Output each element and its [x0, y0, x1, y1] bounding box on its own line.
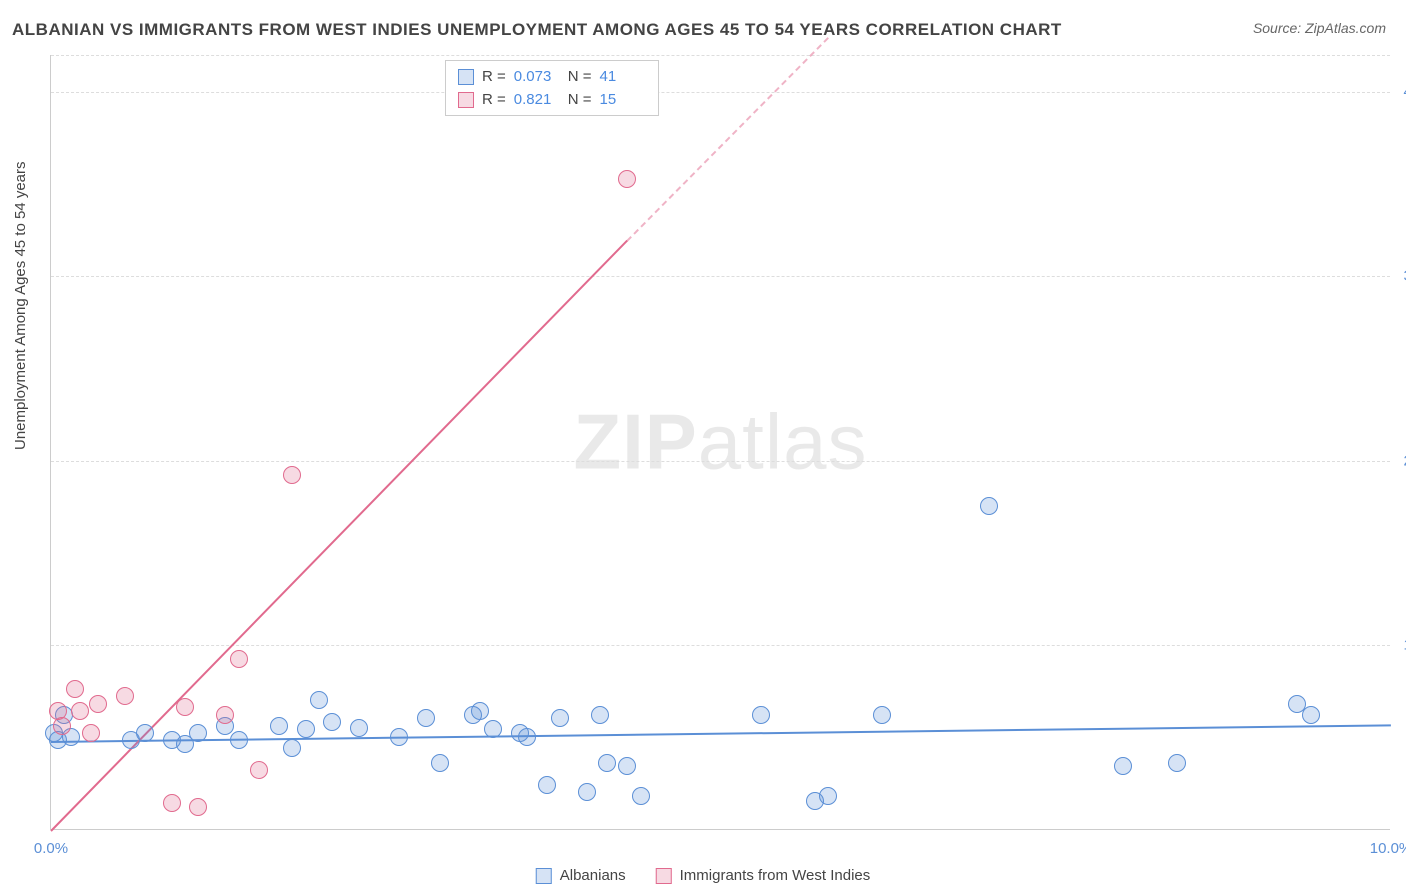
data-point: [1302, 706, 1320, 724]
data-point: [538, 776, 556, 794]
data-point: [270, 717, 288, 735]
data-point: [71, 702, 89, 720]
data-point: [136, 724, 154, 742]
plot-area: ZIPatlas 10.0%20.0%30.0%40.0%0.0%10.0%: [50, 55, 1390, 830]
data-point: [518, 728, 536, 746]
gridline: [51, 461, 1390, 462]
data-point: [189, 724, 207, 742]
gridline: [51, 55, 1390, 56]
data-point: [551, 709, 569, 727]
trend-line: [51, 725, 1391, 744]
data-point: [819, 787, 837, 805]
data-point: [323, 713, 341, 731]
data-point: [350, 719, 368, 737]
y-tick-label: 40.0%: [1396, 83, 1406, 100]
gridline: [51, 92, 1390, 93]
data-point: [53, 717, 71, 735]
data-point: [618, 170, 636, 188]
data-point: [618, 757, 636, 775]
y-tick-label: 30.0%: [1396, 268, 1406, 285]
source-label: Source: ZipAtlas.com: [1253, 20, 1386, 36]
data-point: [116, 687, 134, 705]
legend-swatch: [656, 868, 672, 884]
data-point: [230, 731, 248, 749]
legend-item: Albanians: [536, 867, 626, 884]
data-point: [189, 798, 207, 816]
legend-item: Immigrants from West Indies: [656, 867, 871, 884]
y-tick-label: 20.0%: [1396, 452, 1406, 469]
legend-swatch: [536, 868, 552, 884]
data-point: [283, 739, 301, 757]
data-point: [82, 724, 100, 742]
chart-title: ALBANIAN VS IMMIGRANTS FROM WEST INDIES …: [12, 20, 1062, 40]
legend-swatch: [458, 92, 474, 108]
data-point: [163, 794, 181, 812]
data-point: [752, 706, 770, 724]
data-point: [1114, 757, 1132, 775]
legend-label: Immigrants from West Indies: [680, 867, 871, 884]
correlation-legend: R =0.073N =41R =0.821N =15: [445, 60, 659, 116]
data-point: [873, 706, 891, 724]
gridline: [51, 645, 1390, 646]
data-point: [250, 761, 268, 779]
data-point: [980, 497, 998, 515]
data-point: [578, 783, 596, 801]
correlation-legend-row: R =0.073N =41: [446, 65, 658, 88]
data-point: [297, 720, 315, 738]
gridline: [51, 276, 1390, 277]
data-point: [431, 754, 449, 772]
data-point: [591, 706, 609, 724]
data-point: [230, 650, 248, 668]
series-legend: Albanians Immigrants from West Indies: [536, 867, 871, 884]
data-point: [390, 728, 408, 746]
data-point: [417, 709, 435, 727]
data-point: [598, 754, 616, 772]
x-tick-label: 0.0%: [34, 840, 68, 857]
data-point: [66, 680, 84, 698]
data-point: [471, 702, 489, 720]
watermark: ZIPatlas: [573, 397, 867, 488]
data-point: [216, 706, 234, 724]
legend-label: Albanians: [560, 867, 626, 884]
data-point: [1168, 754, 1186, 772]
y-axis-label: Unemployment Among Ages 45 to 54 years: [12, 161, 29, 450]
x-tick-label: 10.0%: [1370, 840, 1406, 857]
data-point: [310, 691, 328, 709]
y-tick-label: 10.0%: [1396, 637, 1406, 654]
legend-swatch: [458, 69, 474, 85]
data-point: [484, 720, 502, 738]
data-point: [89, 695, 107, 713]
data-point: [176, 698, 194, 716]
data-point: [283, 466, 301, 484]
correlation-legend-row: R =0.821N =15: [446, 88, 658, 111]
data-point: [632, 787, 650, 805]
